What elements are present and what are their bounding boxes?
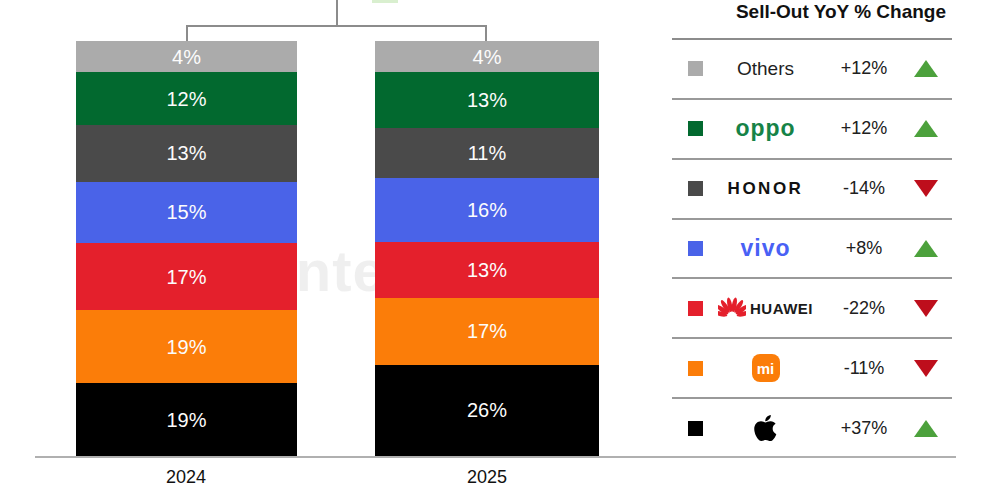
apple-logo-icon [754,413,777,443]
yoy-change-value: -22% [828,298,900,319]
legend-swatch-honor [688,181,703,196]
cropped-title-remnant [372,0,398,3]
chart-canvas: Counterpoint 4%12%13%15%17%19%19% 4%13%1… [0,0,1000,500]
segment-value-label: 16% [467,200,507,220]
legend-row-xiaomi: mi -11% [672,339,952,399]
bar-segment-honor-2024: 13% [76,125,297,181]
legend-swatch-apple [688,421,703,436]
segment-value-label: 19% [166,337,206,357]
segment-value-label: 17% [467,321,507,341]
bar-segment-vivo-2025: 16% [375,178,599,242]
bar-segment-oppo-2024: 12% [76,72,297,125]
segment-value-label: 13% [467,260,507,280]
connector-right-tick [485,25,487,41]
vivo-logo: vivo [740,235,790,262]
bar-segment-huawei-2025: 13% [375,242,599,298]
legend-row-others: Others +12% [672,40,952,100]
stacked-bar-2024: 4% 12% 13% 15% 17% 19% 19% [76,41,297,456]
stacked-bar-2025: 4% 13% 11% 16% 13% 17% 26% [375,41,599,456]
segment-value-label: 4% [473,47,502,67]
legend-row-apple: +37% [672,399,952,457]
honor-logo: HONOR [728,179,804,199]
legend-row-oppo: oppo +12% [672,100,952,160]
yoy-change-value: +8% [828,238,900,259]
trend-up-triangle-icon [914,60,938,77]
yoy-change-value: +37% [828,418,900,439]
legend-rows: Others +12% oppo +12% HONOR -14% vivo +8% HUAWEI… [672,40,952,457]
segment-value-label: 26% [467,400,507,420]
bar-segment-oppo-2025: 13% [375,72,599,128]
connector-horizontal-line [186,25,487,27]
legend-swatch-xiaomi [688,361,703,376]
oppo-logo: oppo [735,115,795,142]
brand-label: Others [737,58,794,80]
segment-value-label: 19% [166,410,206,430]
trend-down-triangle-icon [914,360,938,377]
legend-title: Sell-Out YoY % Change [672,0,952,40]
legend-row-honor: HONOR -14% [672,160,952,220]
legend-swatch-huawei [688,301,703,316]
trend-down-triangle-icon [914,300,938,317]
trend-up-triangle-icon [914,120,938,137]
huawei-flower-icon [718,296,746,320]
bar-segment-xiaomi-2024: 19% [76,310,297,383]
apple-logo [754,413,777,443]
huawei-logo: HUAWEI [718,296,813,320]
trend-down-triangle-icon [914,180,938,197]
bar-segment-honor-2025: 11% [375,128,599,178]
legend-swatch-vivo [688,241,703,256]
bar-segment-others-2024: 4% [76,41,297,72]
legend-panel: Sell-Out YoY % Change Others +12% oppo +12%… [672,0,952,457]
segment-value-label: 4% [172,47,201,67]
legend-row-huawei: HUAWEI -22% [672,279,952,339]
yoy-change-value: -14% [828,178,900,199]
bar-segment-xiaomi-2025: 17% [375,298,599,365]
legend-swatch-oppo [688,121,703,136]
trend-up-triangle-icon [914,420,938,437]
segment-value-label: 13% [166,143,206,163]
legend-row-vivo: vivo +8% [672,220,952,280]
bar-segment-others-2025: 4% [375,41,599,72]
x-axis-label-2025: 2025 [427,467,547,488]
segment-value-label: 11% [468,143,507,163]
bar-segment-vivo-2024: 15% [76,182,297,244]
yoy-change-value: +12% [828,58,900,79]
connector-left-tick [186,25,188,41]
segment-value-label: 17% [166,267,206,287]
xiaomi-mi-logo: mi [752,354,780,382]
trend-up-triangle-icon [914,240,938,257]
bar-segment-apple-2025: 26% [375,365,599,457]
legend-swatch-others [688,61,703,76]
bar-segment-huawei-2024: 17% [76,243,297,310]
x-axis-label-2024: 2024 [126,467,246,488]
bar-segment-apple-2024: 19% [76,383,297,456]
segment-value-label: 12% [166,89,206,109]
segment-value-label: 13% [467,90,507,110]
yoy-change-value: -11% [828,358,900,379]
yoy-change-value: +12% [828,118,900,139]
segment-value-label: 15% [166,202,206,222]
connector-stem-line [336,0,338,26]
